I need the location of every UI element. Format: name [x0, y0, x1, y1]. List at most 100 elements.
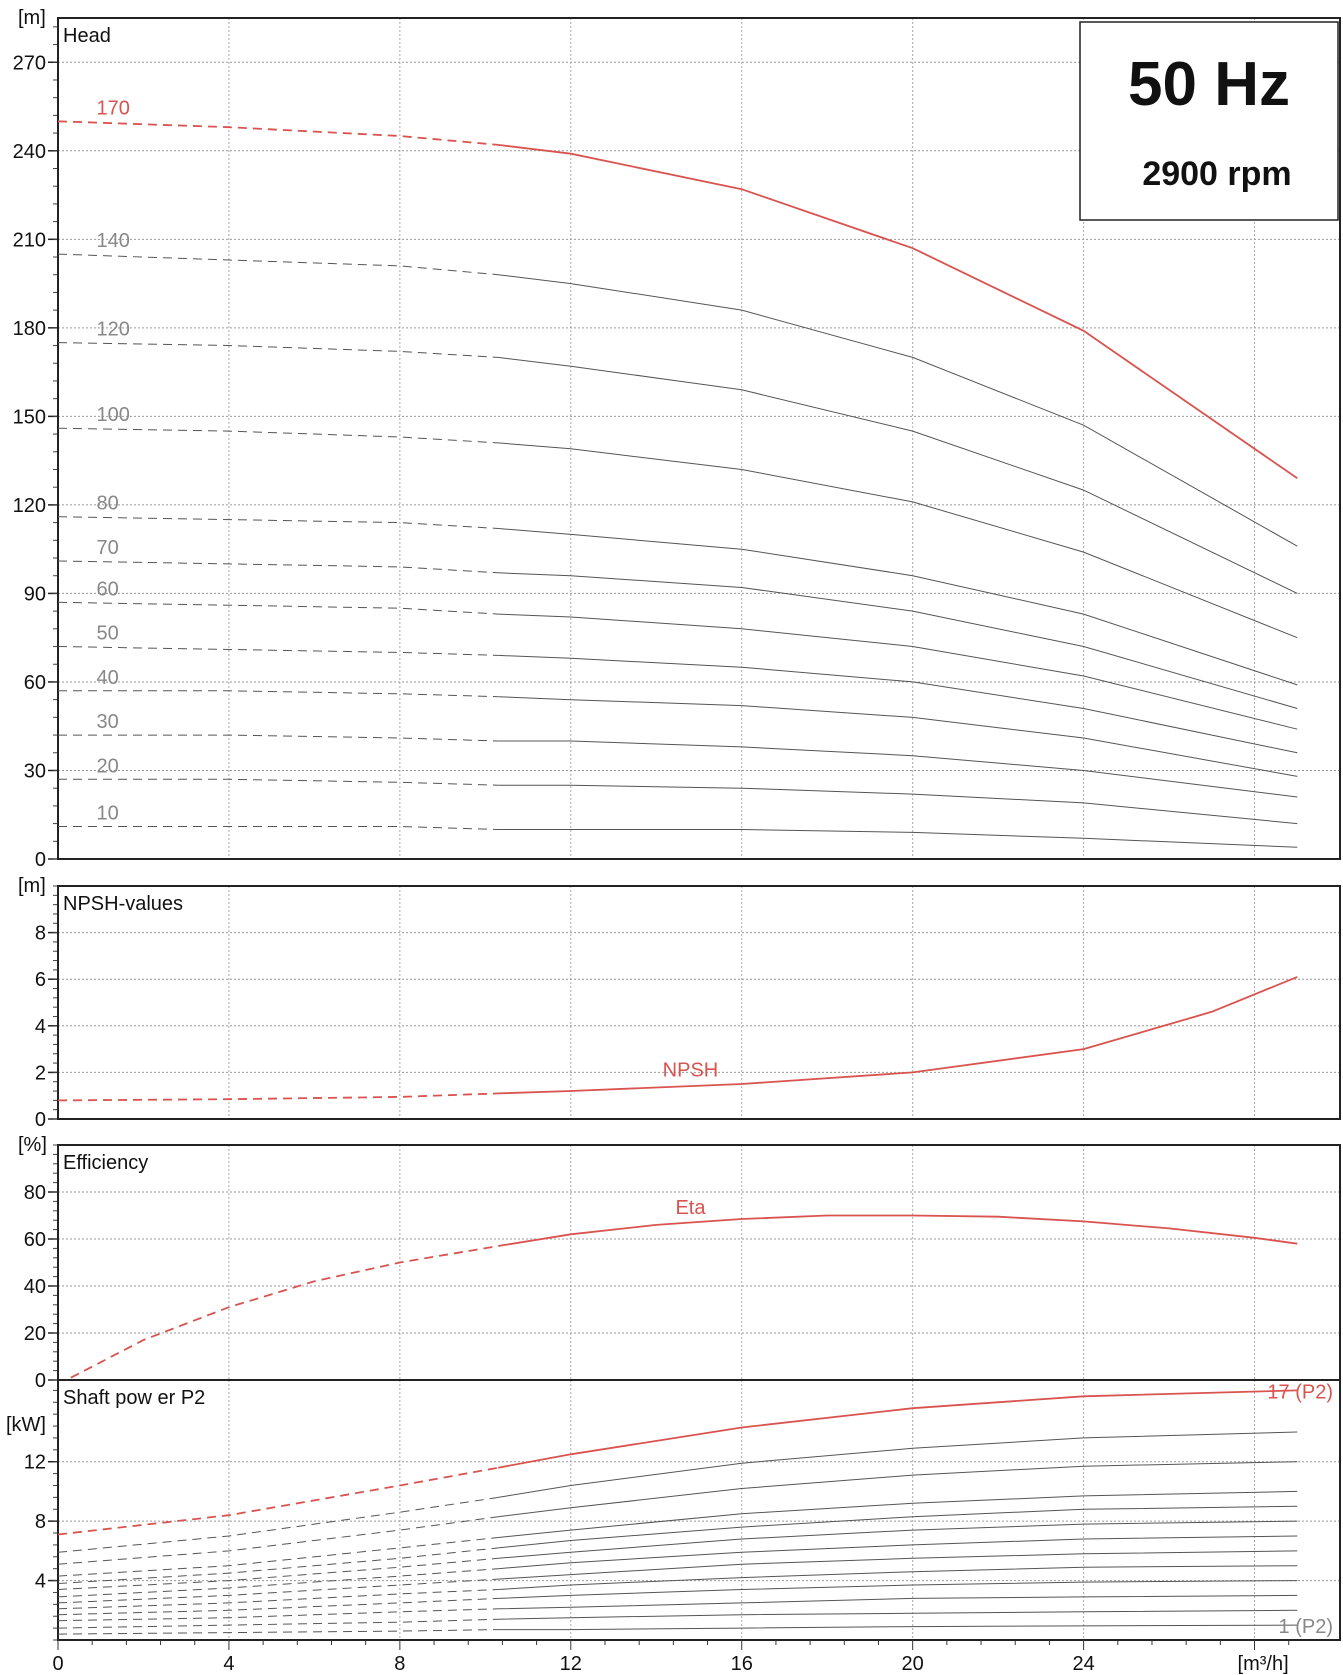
- x-tick-label: 24: [1072, 1653, 1094, 1675]
- y-tick-label: 180: [13, 318, 46, 340]
- frequency-box-frame: [1079, 21, 1339, 221]
- curve-solid-segment: [498, 1461, 1298, 1518]
- y-tick-label: 80: [24, 1182, 46, 1204]
- curve-dashed-segment: [57, 1557, 499, 1590]
- y-tick-label: 0: [35, 1109, 46, 1131]
- y-tick-label: 0: [35, 1370, 46, 1392]
- curve-solid-segment: [498, 740, 1298, 798]
- curve-dashed-segment: [57, 1516, 499, 1565]
- curve-solid-segment: [498, 1594, 1298, 1610]
- curve-label: 1 (P2): [1279, 1616, 1333, 1638]
- x-tick-label: 20: [902, 1653, 924, 1675]
- curve-solid-segment: [498, 1431, 1298, 1498]
- curve-dashed-segment: [57, 342, 499, 358]
- panel-frame: [57, 1144, 1341, 1381]
- curve-dashed-segment: [58, 778, 499, 786]
- curve-solid-segment: [498, 784, 1298, 825]
- curve-label: 17 (P2): [1267, 1381, 1333, 1403]
- curve-dashed-segment: [57, 1568, 499, 1598]
- y-tick-label: 8: [35, 923, 46, 945]
- curve-label: 140: [96, 230, 129, 252]
- panel-title: Shaft pow er P2: [63, 1387, 205, 1409]
- y-tick-label: 0: [35, 849, 46, 871]
- curve-dashed-segment: [57, 1608, 499, 1622]
- curve-dashed-segment: [57, 601, 499, 615]
- curve-solid-segment: [498, 829, 1298, 848]
- curve-label: 30: [96, 711, 118, 733]
- curve-solid-segment: [498, 572, 1298, 709]
- curve-label: 120: [96, 319, 129, 341]
- curve-dashed-segment: [57, 1547, 499, 1584]
- y-axis-unit: [m]: [18, 875, 46, 897]
- y-tick-label: 4: [35, 1571, 46, 1593]
- curve-label: 20: [96, 755, 118, 777]
- y-tick-label: 4: [35, 1016, 46, 1038]
- curve-dashed-segment: [57, 427, 499, 444]
- curve-dashed-segment: [57, 1629, 499, 1635]
- curve-solid-segment: [498, 1609, 1298, 1620]
- curve-dashed-segment: [57, 1589, 499, 1610]
- y-tick-label: 20: [24, 1323, 46, 1345]
- panel-frame: [57, 885, 1341, 1120]
- curve-dashed-segment: [57, 1466, 499, 1536]
- curve-solid-segment: [498, 1565, 1298, 1590]
- frequency-box: 50 Hz 2900 rpm: [1079, 21, 1339, 221]
- curve-dashed-segment: [58, 734, 499, 742]
- y-tick-label: 60: [24, 672, 46, 694]
- curve-dashed-segment: [57, 1618, 499, 1629]
- efficiency-panel: 0 20 40 60 80 [%] Efficiency Eta: [18, 1134, 1341, 1392]
- curve-solid-segment: [498, 1535, 1298, 1570]
- y-axis-unit: [m]: [18, 7, 46, 29]
- panel-frame: [57, 17, 1341, 860]
- curve-dashed-segment: [58, 690, 499, 698]
- curve-dashed-segment: [57, 516, 499, 529]
- y-tick-label: 40: [24, 1276, 46, 1298]
- curve-label: NPSH: [663, 1060, 719, 1082]
- curve-solid-segment: [498, 442, 1298, 639]
- y-tick-label: 8: [35, 1511, 46, 1533]
- y-tick-label: 12: [24, 1452, 46, 1474]
- y-tick-label: 60: [24, 1229, 46, 1251]
- curve-dashed-segment: [57, 1496, 499, 1553]
- x-tick-label: 12: [560, 1653, 582, 1675]
- y-axis-unit: [%]: [18, 1134, 47, 1156]
- y-axis-unit: [kW]: [6, 1414, 46, 1436]
- curve-label: 170: [96, 97, 129, 119]
- y-tick-label: 240: [13, 141, 46, 163]
- curve-solid-segment: [498, 356, 1298, 594]
- npsh-panel: 0 2 4 6 8 [m] NPSH-values NPSH: [18, 875, 1341, 1131]
- x-tick-label: 16: [731, 1653, 753, 1675]
- curve-label: 60: [96, 578, 118, 600]
- panel-title: NPSH-values: [63, 893, 183, 915]
- curve-label: 50: [96, 623, 118, 645]
- x-tick-label: 8: [394, 1653, 405, 1675]
- curve-dashed-segment: [57, 1092, 499, 1102]
- curve-label: 100: [96, 404, 129, 426]
- curve-solid-segment: [498, 1490, 1298, 1538]
- y-tick-label: 150: [13, 406, 46, 428]
- panel-title: Efficiency: [63, 1152, 148, 1174]
- curve-dashed-segment: [70, 1245, 499, 1379]
- curve-solid-segment: [498, 976, 1298, 1095]
- panel-frame: [57, 1379, 1341, 1641]
- y-tick-label: 270: [13, 52, 46, 74]
- curve-solid-segment: [498, 144, 1298, 480]
- curve-label: 10: [96, 803, 118, 825]
- curve-dashed-segment: [58, 826, 499, 830]
- y-tick-label: 2: [35, 1062, 46, 1084]
- panel-title: Head: [63, 25, 111, 47]
- y-tick-label: 120: [13, 495, 46, 517]
- y-tick-label: 210: [13, 229, 46, 251]
- curve-solid-segment: [498, 1505, 1298, 1549]
- curve-dashed-segment: [57, 1597, 499, 1616]
- curve-solid-segment: [498, 613, 1298, 730]
- curve-solid-segment: [498, 528, 1298, 686]
- curve-label: Eta: [675, 1197, 706, 1219]
- speed-label: 2900 rpm: [1142, 155, 1291, 193]
- curve-dashed-segment: [57, 1578, 499, 1604]
- x-tick-label: 4: [223, 1653, 234, 1675]
- curve-solid-segment: [498, 1624, 1298, 1631]
- x-tick-label: 0: [52, 1653, 63, 1675]
- curve-label: 40: [96, 667, 118, 689]
